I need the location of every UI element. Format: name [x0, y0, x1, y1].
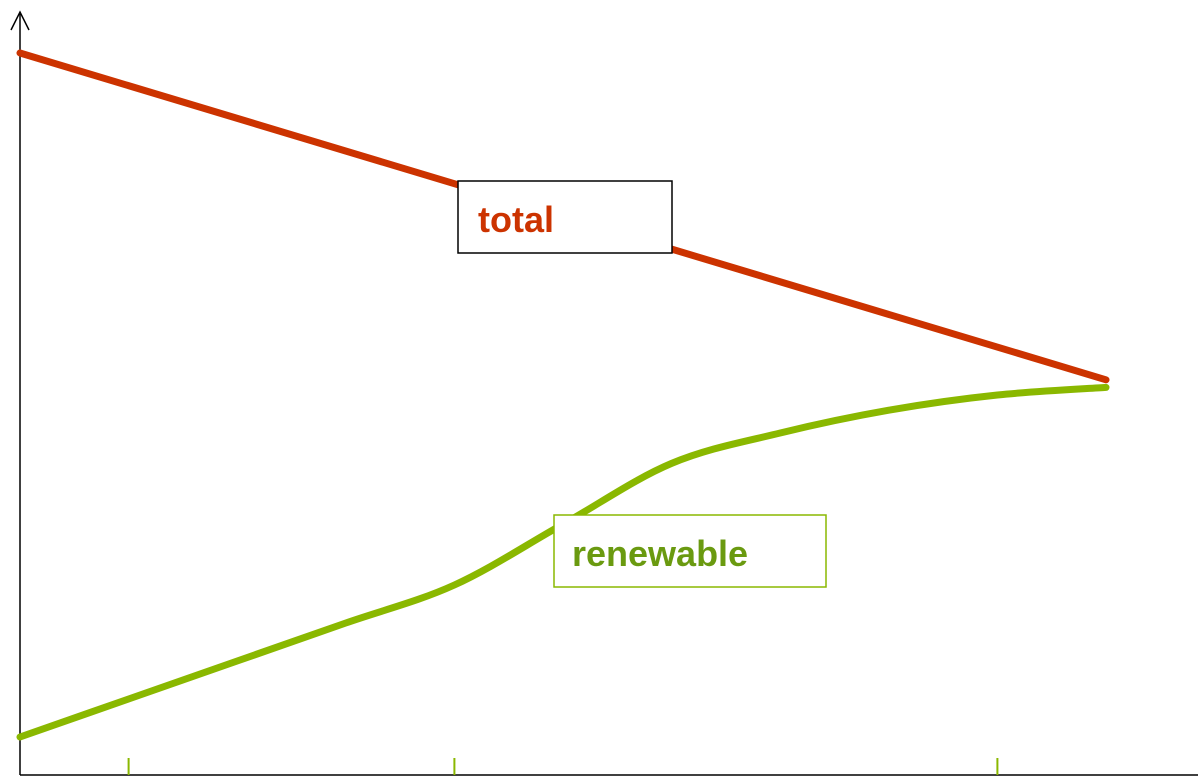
- label-total: total: [478, 199, 554, 240]
- label-box-total: total: [457, 180, 673, 254]
- x-axis-ticks: [127, 758, 999, 775]
- y-axis-arrow-icon: [10, 10, 30, 31]
- label-renewable: renewable: [572, 533, 748, 574]
- label-box-renewable: renewable: [553, 514, 827, 588]
